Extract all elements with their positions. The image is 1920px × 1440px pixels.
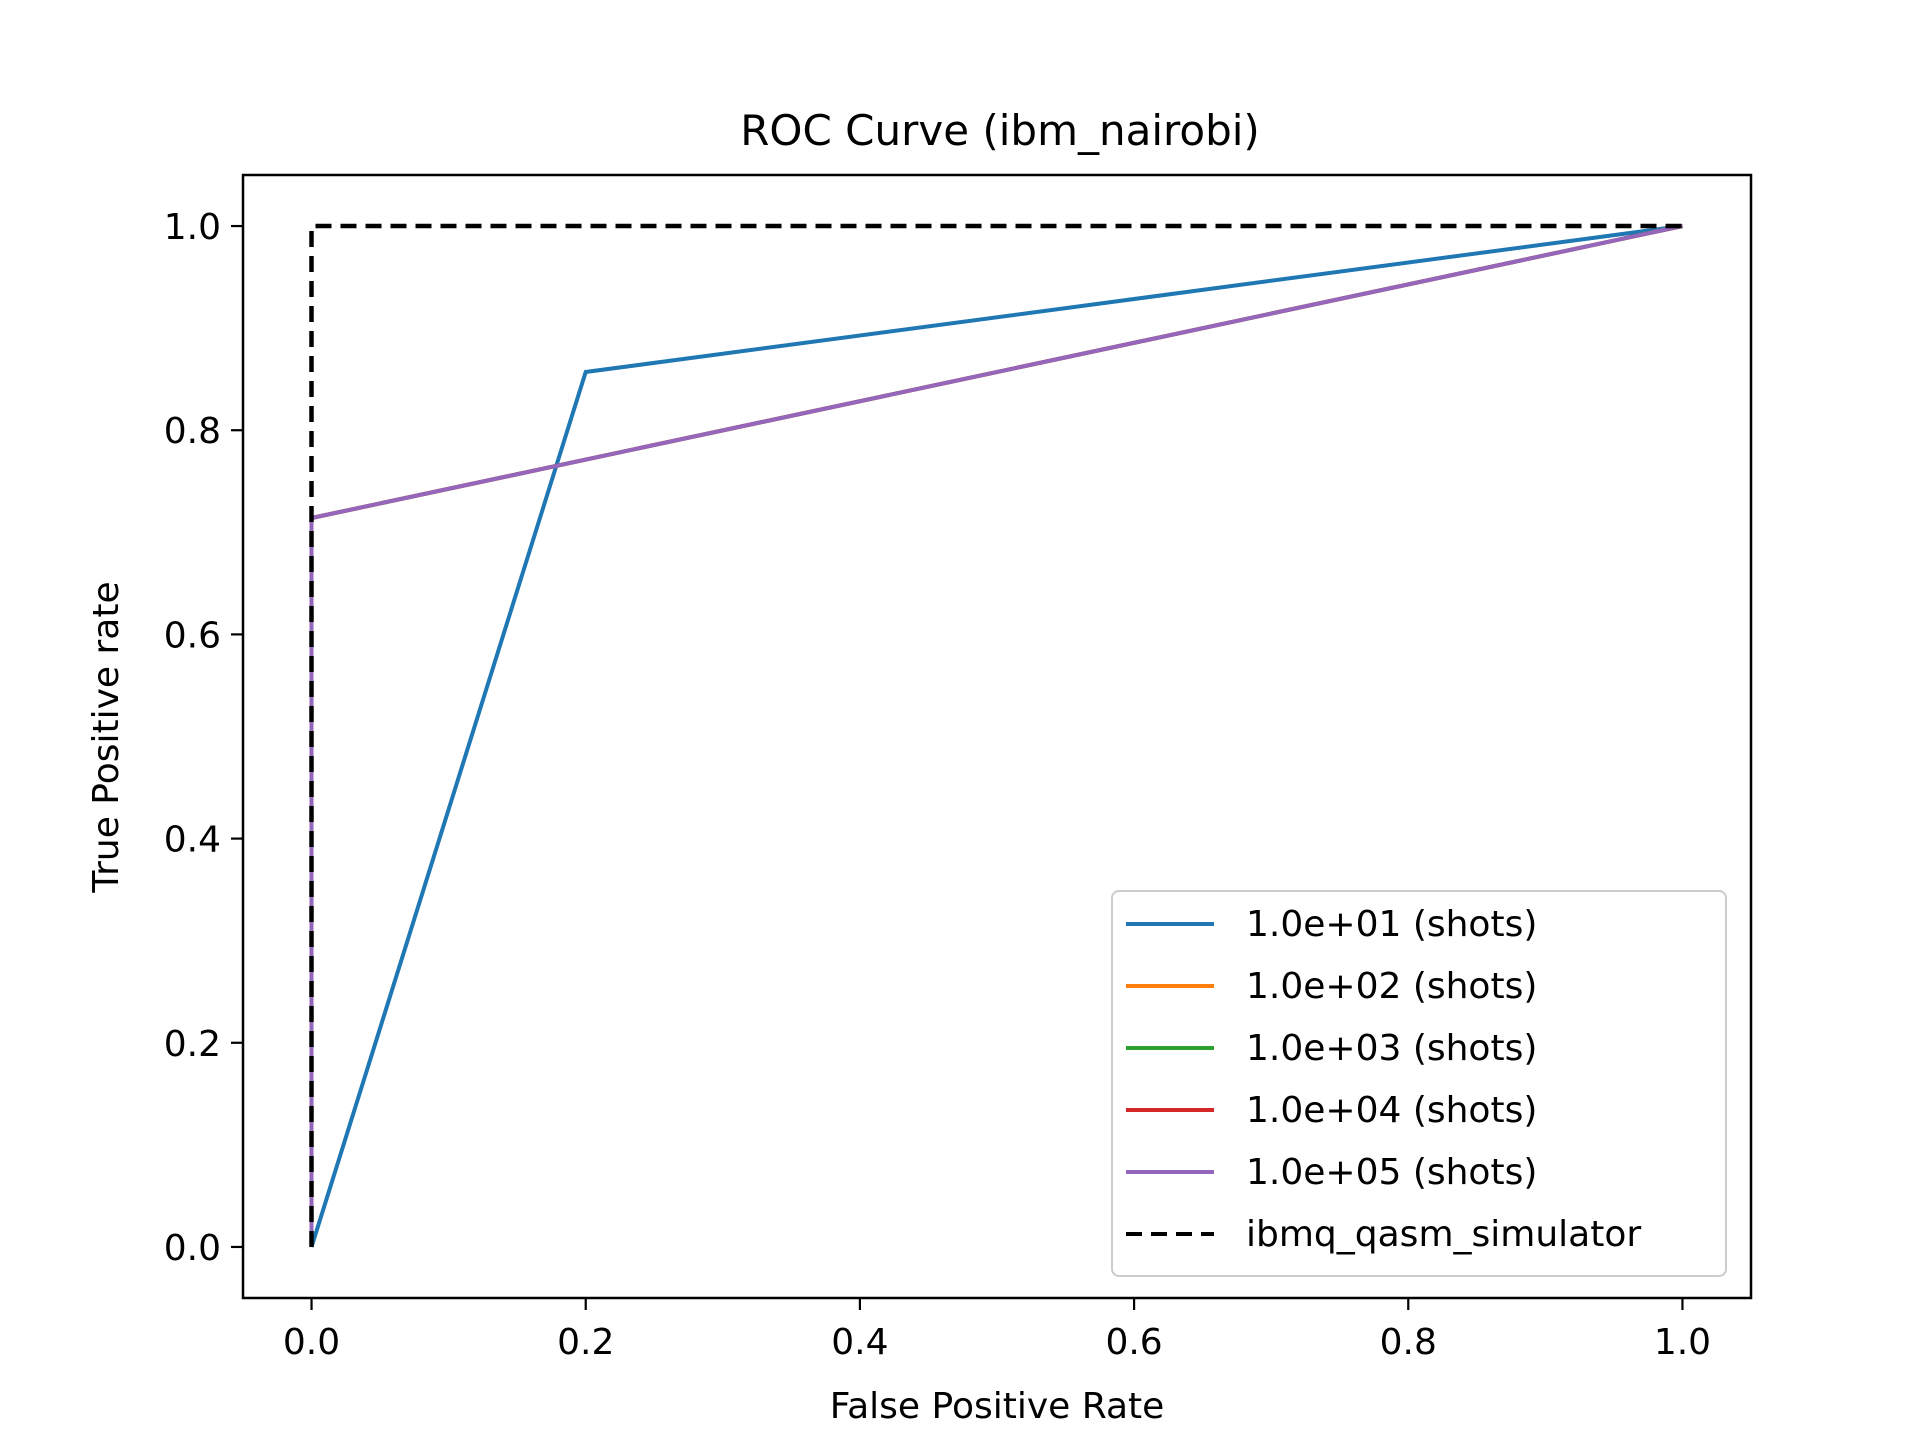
legend-label: 1.0e+02 (shots) bbox=[1246, 966, 1537, 1007]
x-tick-label: 0.6 bbox=[1105, 1322, 1162, 1363]
axes-frame bbox=[241, 173, 1753, 1300]
x-axis: 0.0 0.2 0.4 0.6 0.8 1.0 bbox=[283, 1298, 1711, 1363]
chart-title: ROC Curve (ibm_nairobi) bbox=[740, 106, 1260, 155]
legend-label: ibmq_qasm_simulator bbox=[1246, 1214, 1641, 1255]
y-tick-label: 0.0 bbox=[164, 1228, 221, 1269]
x-axis-label: False Positive Rate bbox=[830, 1386, 1165, 1427]
x-tick-label: 0.8 bbox=[1380, 1322, 1437, 1363]
x-tick-label: 0.2 bbox=[557, 1322, 614, 1363]
y-axis: 0.0 0.2 0.4 0.6 0.8 1.0 bbox=[164, 207, 243, 1269]
series-line-1 bbox=[309, 224, 1683, 1248]
legend-label: 1.0e+01 (shots) bbox=[1246, 904, 1537, 945]
y-tick-label: 1.0 bbox=[164, 207, 221, 248]
x-tick-label: 1.0 bbox=[1654, 1322, 1711, 1363]
y-tick-label: 0.8 bbox=[164, 411, 221, 452]
legend-label: 1.0e+03 (shots) bbox=[1246, 1028, 1537, 1069]
x-tick-label: 0.4 bbox=[831, 1322, 888, 1363]
legend: 1.0e+01 (shots) 1.0e+02 (shots) 1.0e+03 (s… bbox=[1111, 890, 1727, 1277]
legend-box bbox=[1111, 890, 1727, 1277]
y-tick-label: 0.4 bbox=[164, 820, 221, 861]
y-tick-label: 0.2 bbox=[164, 1024, 221, 1065]
x-tick-label: 0.0 bbox=[283, 1322, 340, 1363]
series-line-6 bbox=[309, 223, 1683, 1247]
y-tick-label: 0.6 bbox=[164, 615, 221, 656]
legend-label: 1.0e+04 (shots) bbox=[1246, 1090, 1537, 1131]
plot-area bbox=[309, 223, 1683, 1248]
y-axis-label: True Positive rate bbox=[86, 581, 127, 893]
legend-label: 1.0e+05 (shots) bbox=[1246, 1152, 1537, 1193]
